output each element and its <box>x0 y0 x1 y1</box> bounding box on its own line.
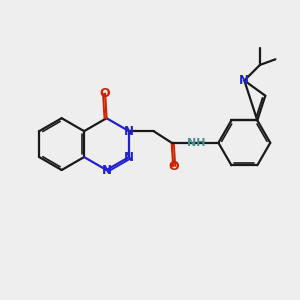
Text: N: N <box>101 164 112 176</box>
Text: O: O <box>100 87 110 100</box>
Text: N: N <box>124 151 134 164</box>
Text: N: N <box>239 74 249 87</box>
Text: N: N <box>124 125 134 138</box>
Text: O: O <box>168 160 178 172</box>
Text: NH: NH <box>187 138 206 148</box>
